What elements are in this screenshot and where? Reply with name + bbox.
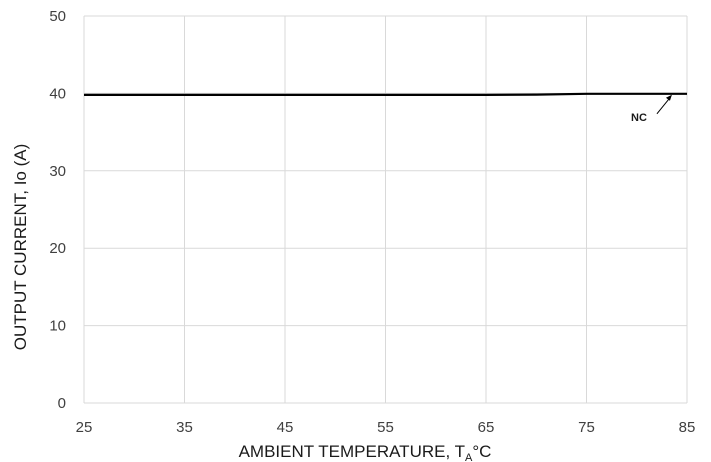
x-tick-label: 35 xyxy=(176,419,193,436)
x-axis-title: AMBIENT TEMPERATURE, TA°C xyxy=(239,442,492,462)
y-tick-label: 30 xyxy=(49,163,66,180)
annotation-arrow xyxy=(656,97,671,115)
x-axis-title-unit: °C xyxy=(472,442,491,461)
grid-lines xyxy=(83,15,688,404)
y-tick-label: 40 xyxy=(49,85,66,102)
annotation-layer: NC xyxy=(631,94,672,124)
annotation-arrowhead xyxy=(665,94,672,101)
annotation-label-nc: NC xyxy=(631,112,647,124)
x-tick-label: 25 xyxy=(76,419,93,436)
x-tick-label: 55 xyxy=(377,419,394,436)
x-tick-label: 75 xyxy=(578,419,595,436)
y-tick-label: 0 xyxy=(58,395,66,412)
x-tick-label: 45 xyxy=(277,419,294,436)
series-line-nc xyxy=(84,92,687,97)
y-axis-title: OUTPUT CURRENT, Io (A) xyxy=(11,144,30,351)
y-tick-label: 10 xyxy=(49,318,66,335)
y-tick-labels: 0 10 20 30 40 50 xyxy=(49,8,66,412)
x-tick-labels: 25 35 45 55 65 75 85 xyxy=(76,419,696,436)
x-axis-title-subscript: A xyxy=(465,452,473,462)
x-axis-title-main: AMBIENT TEMPERATURE, T xyxy=(239,442,465,461)
series-layer xyxy=(84,92,687,97)
y-tick-label: 20 xyxy=(49,240,66,257)
x-tick-label: 85 xyxy=(679,419,696,436)
x-tick-label: 65 xyxy=(478,419,495,436)
y-tick-label: 50 xyxy=(49,8,66,25)
